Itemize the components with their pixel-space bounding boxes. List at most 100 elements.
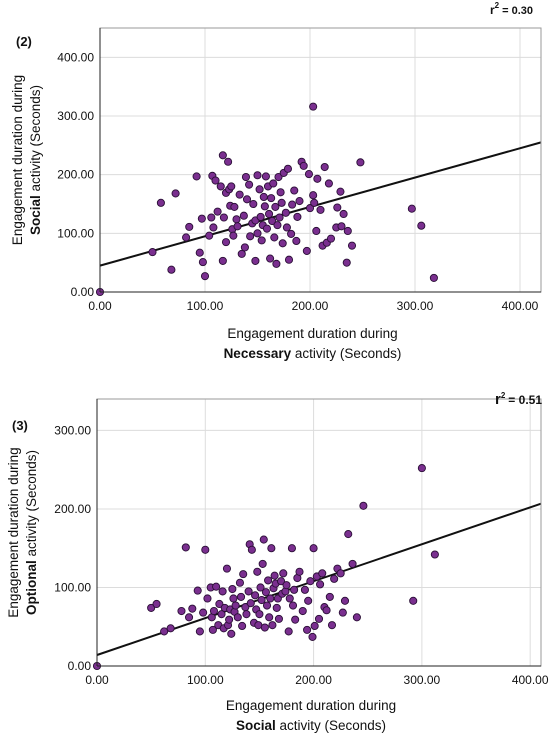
data-point bbox=[277, 198, 286, 207]
y-axis-label-line-2: Social activity (Seconds) bbox=[28, 85, 43, 235]
data-point bbox=[292, 236, 301, 246]
data-point bbox=[282, 581, 291, 590]
data-point bbox=[314, 614, 324, 623]
data-point bbox=[247, 545, 256, 554]
data-point bbox=[287, 229, 296, 238]
data-point bbox=[219, 213, 228, 222]
data-point bbox=[251, 256, 260, 265]
x-axis-label: Engagement duration during bbox=[226, 698, 396, 713]
y-tick-label: 0.00 bbox=[71, 285, 95, 299]
data-point bbox=[316, 205, 325, 214]
data-point bbox=[257, 236, 266, 245]
data-point bbox=[246, 599, 255, 608]
data-point bbox=[256, 583, 265, 592]
data-point bbox=[218, 151, 227, 160]
panel-label: (2) bbox=[16, 34, 32, 49]
data-point bbox=[233, 613, 242, 622]
data-point bbox=[266, 594, 275, 603]
data-point bbox=[302, 246, 311, 255]
data-point bbox=[253, 171, 262, 180]
scatter-panel-social-vs-necessary: 0.00 100.00 200.00 300.00 400.00 0.00 100.00 20… bbox=[0, 0, 550, 370]
data-point bbox=[407, 204, 416, 213]
data-point bbox=[177, 606, 186, 616]
data-point bbox=[147, 603, 156, 612]
data-point bbox=[229, 594, 238, 603]
data-point bbox=[262, 601, 272, 610]
data-point bbox=[282, 223, 291, 232]
data-point bbox=[313, 174, 322, 183]
data-point bbox=[430, 550, 439, 559]
data-point bbox=[213, 207, 222, 216]
data-point bbox=[244, 587, 253, 596]
x-tick-label: 0.00 bbox=[85, 673, 109, 687]
y-tick-label: 300.00 bbox=[54, 423, 91, 437]
data-point bbox=[316, 580, 325, 589]
data-point bbox=[272, 259, 281, 268]
data-point bbox=[239, 211, 248, 220]
data-point bbox=[268, 216, 277, 226]
data-point bbox=[265, 613, 274, 622]
data-point bbox=[347, 241, 357, 250]
data-point bbox=[267, 544, 276, 553]
data-point bbox=[242, 195, 252, 204]
y-tick-label: 200.00 bbox=[54, 502, 91, 516]
data-point bbox=[409, 596, 418, 605]
data-point bbox=[260, 623, 269, 632]
data-point bbox=[356, 158, 365, 167]
scatter-chart-optional-vs-social: 0.00 100.00 200.00 300.00 400.00 0.00 100.00 20… bbox=[6, 391, 549, 733]
data-point bbox=[242, 610, 251, 619]
data-point bbox=[299, 161, 308, 170]
data-point bbox=[253, 229, 262, 238]
y-tick-label: 100.00 bbox=[57, 226, 94, 240]
data-point bbox=[274, 614, 283, 623]
data-point bbox=[276, 188, 285, 197]
x-tick-label: 100.00 bbox=[187, 299, 224, 313]
data-point bbox=[261, 172, 270, 181]
y-axis-label: Engagement duration during bbox=[10, 75, 25, 245]
data-point bbox=[304, 170, 314, 179]
data-point bbox=[209, 606, 219, 616]
data-point bbox=[236, 592, 246, 601]
plot-frame bbox=[96, 398, 542, 667]
data-point bbox=[337, 222, 346, 231]
data-point bbox=[417, 464, 426, 473]
data-point bbox=[166, 624, 175, 633]
data-point bbox=[312, 226, 321, 236]
data-point bbox=[288, 200, 297, 209]
x-tick-label: 400.00 bbox=[502, 299, 539, 313]
data-point bbox=[208, 625, 217, 634]
data-point bbox=[260, 202, 269, 211]
data-point bbox=[338, 608, 347, 617]
data-point bbox=[270, 233, 279, 242]
data-point bbox=[212, 582, 221, 591]
data-point bbox=[295, 197, 304, 206]
data-point bbox=[235, 578, 244, 587]
data-point bbox=[185, 222, 194, 231]
data-point bbox=[336, 187, 345, 196]
data-point bbox=[245, 180, 254, 189]
x-axis-label-line-2: Social activity (Seconds) bbox=[236, 718, 386, 733]
y-tick-label: 0.00 bbox=[68, 659, 92, 673]
data-point bbox=[348, 559, 357, 568]
data-point bbox=[246, 232, 255, 241]
data-point bbox=[230, 202, 239, 211]
data-point bbox=[216, 182, 225, 191]
data-point bbox=[222, 564, 232, 573]
data-point bbox=[215, 599, 224, 609]
data-point bbox=[287, 544, 296, 553]
data-point bbox=[279, 569, 288, 578]
data-point bbox=[273, 221, 282, 230]
scatter-panel-optional-vs-social: 0.00 100.00 200.00 300.00 400.00 0.00 100.00 20… bbox=[0, 370, 550, 741]
data-point bbox=[182, 233, 191, 242]
data-point bbox=[200, 272, 210, 281]
panel-label: (3) bbox=[12, 418, 28, 433]
data-point bbox=[253, 567, 262, 576]
data-point bbox=[238, 621, 247, 630]
data-point bbox=[188, 604, 197, 613]
data-point bbox=[325, 592, 334, 601]
data-point bbox=[201, 545, 210, 554]
data-point bbox=[203, 594, 212, 603]
data-point bbox=[336, 569, 345, 578]
data-point bbox=[192, 172, 201, 181]
data-point bbox=[270, 571, 279, 580]
